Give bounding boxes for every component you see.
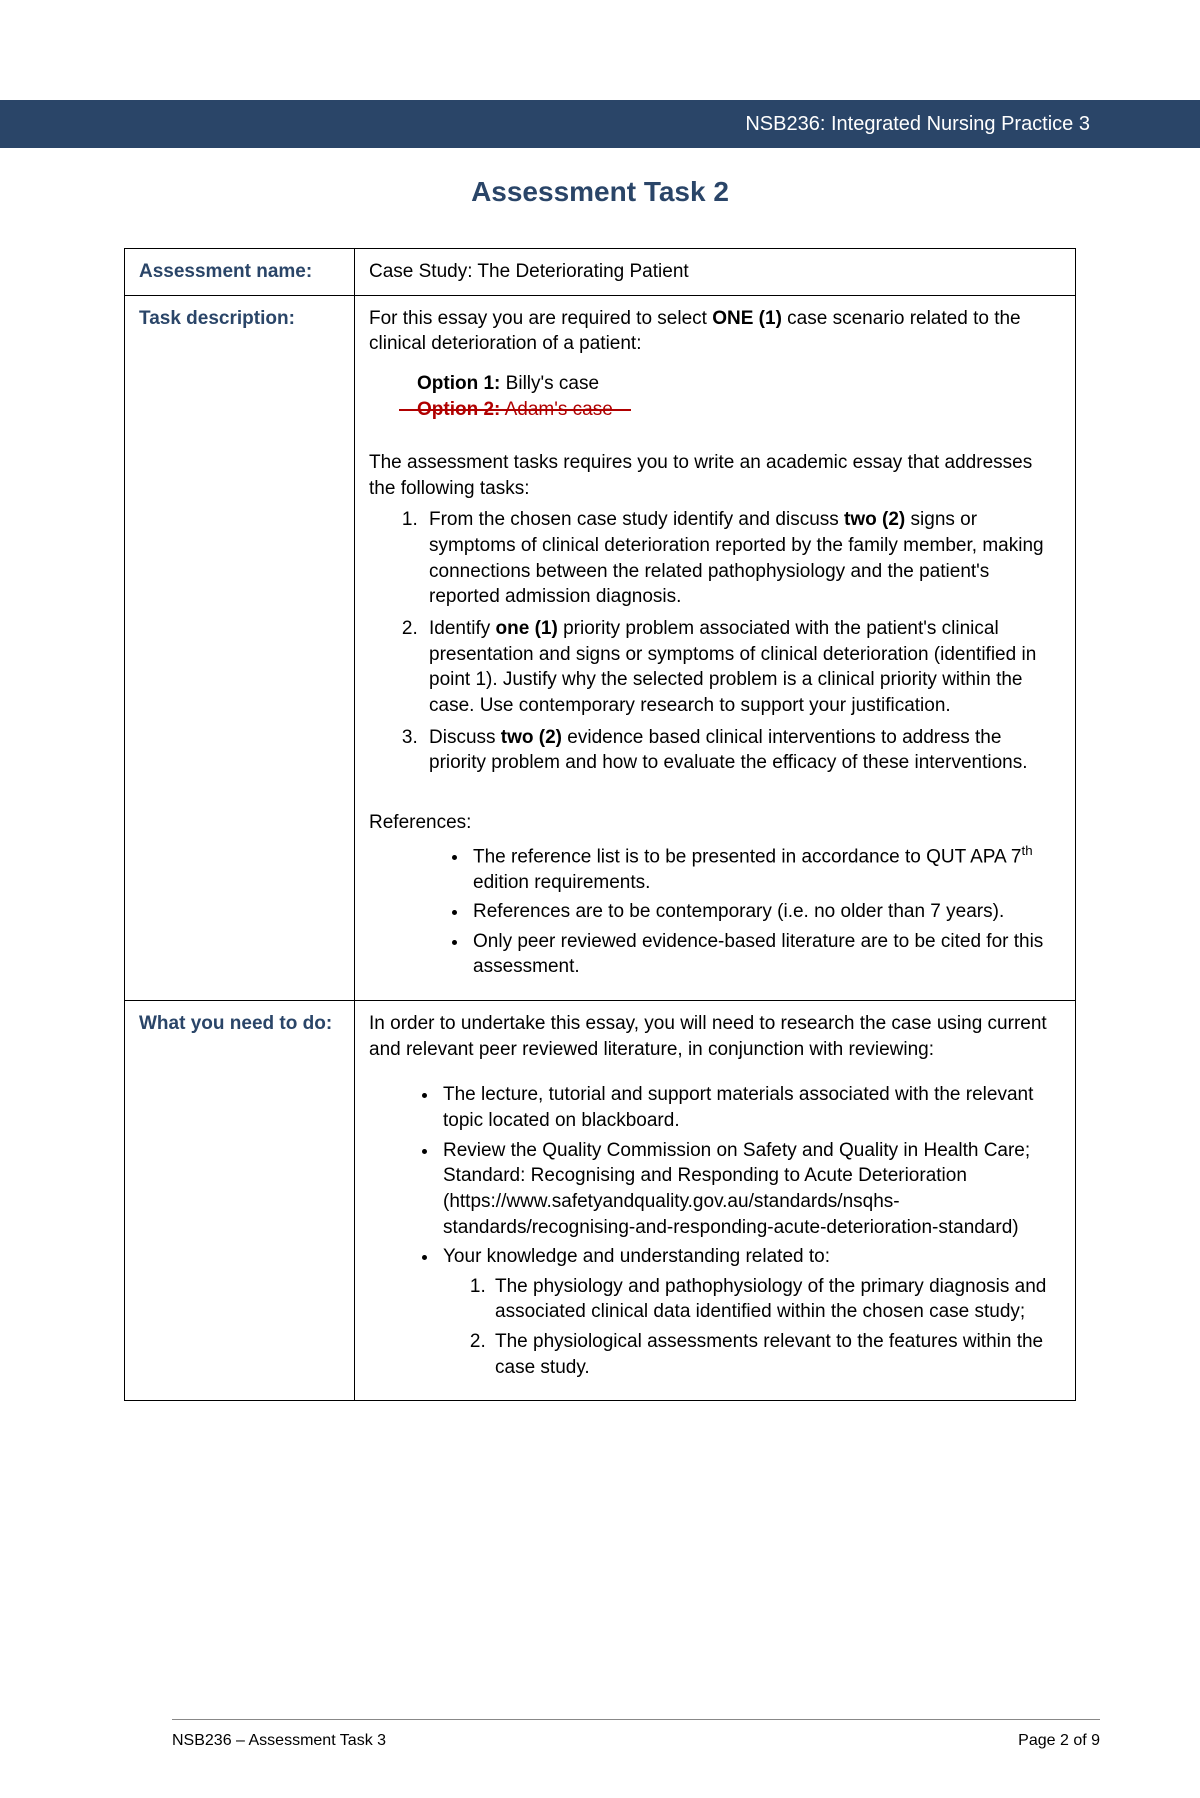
references-heading: References: (369, 810, 1061, 836)
r1b: edition requirements. (473, 872, 650, 893)
wtd-intro: In order to undertake this essay, you wi… (369, 1011, 1061, 1062)
task-item-2: Identify one (1) priority problem associ… (423, 616, 1061, 719)
label-what-to-do: What you need to do: (125, 1001, 355, 1401)
task-list: From the chosen case study identify and … (423, 507, 1061, 775)
value-task-description: For this essay you are required to selec… (355, 295, 1076, 1000)
references-list: The reference list is to be presented in… (469, 842, 1061, 981)
option2-label: Option 2: (417, 399, 500, 420)
t3b: two (2) (501, 727, 562, 748)
ref-item-2: References are to be contemporary (i.e. … (469, 899, 1061, 925)
page-title: Assessment Task 2 (0, 176, 1200, 208)
r1a: The reference list is to be presented in… (473, 846, 1022, 867)
row-assessment-name: Assessment name: Case Study: The Deterio… (125, 249, 1076, 296)
option1-text: Billy's case (500, 373, 599, 394)
footer-left: NSB236 – Assessment Task 3 (172, 1732, 386, 1750)
option2-strike: Option 2: Adam's case (417, 397, 613, 423)
t1a: From the chosen case study identify and … (429, 509, 844, 530)
assessment-table: Assessment name: Case Study: The Deterio… (124, 248, 1076, 1401)
option1-label: Option 1: (417, 373, 500, 394)
footer-right: Page 2 of 9 (1018, 1732, 1100, 1750)
course-header-text: NSB236: Integrated Nursing Practice 3 (745, 113, 1090, 136)
wtd-bullet-1: The lecture, tutorial and support materi… (439, 1082, 1061, 1133)
value-assessment-name: Case Study: The Deteriorating Patient (355, 249, 1076, 296)
page: NSB236: Integrated Nursing Practice 3 As… (0, 100, 1200, 1798)
option-1: Option 1: Billy's case (417, 371, 1061, 397)
wtd-sub-2: The physiological assessments relevant t… (491, 1329, 1061, 1380)
task-intro-a: For this essay you are required to selec… (369, 308, 712, 329)
row-task-description: Task description: For this essay you are… (125, 295, 1076, 1000)
task-item-1: From the chosen case study identify and … (423, 507, 1061, 610)
course-header-band: NSB236: Integrated Nursing Practice 3 (0, 100, 1200, 148)
option-2: Option 2: Adam's case (417, 397, 1061, 423)
ref-item-1: The reference list is to be presented in… (469, 842, 1061, 896)
wtd-sublist: The physiology and pathophysiology of th… (491, 1274, 1061, 1381)
footer-rule (172, 1719, 1100, 1720)
row-what-to-do: What you need to do: In order to underta… (125, 1001, 1076, 1401)
t2a: Identify (429, 618, 496, 639)
page-footer: NSB236 – Assessment Task 3 Page 2 of 9 (172, 1732, 1100, 1750)
label-task-description: Task description: (125, 295, 355, 1000)
label-assessment-name: Assessment name: (125, 249, 355, 296)
task-item-3: Discuss two (2) evidence based clinical … (423, 725, 1061, 776)
wtd-bullet-2: Review the Quality Commission on Safety … (439, 1138, 1061, 1241)
option2-text: Adam's case (500, 399, 612, 420)
wtd-b3-text: Your knowledge and understanding related… (443, 1246, 830, 1267)
wtd-bullets: The lecture, tutorial and support materi… (439, 1082, 1061, 1380)
t1b: two (2) (844, 509, 905, 530)
wtd-sub-1: The physiology and pathophysiology of th… (491, 1274, 1061, 1325)
r1sup: th (1022, 843, 1033, 858)
value-what-to-do: In order to undertake this essay, you wi… (355, 1001, 1076, 1401)
wtd-bullet-3: Your knowledge and understanding related… (439, 1244, 1061, 1380)
ref-item-3: Only peer reviewed evidence-based litera… (469, 929, 1061, 980)
task-mid: The assessment tasks requires you to wri… (369, 450, 1061, 501)
task-intro-bold: ONE (1) (712, 308, 782, 329)
task-intro: For this essay you are required to selec… (369, 306, 1061, 357)
t2b: one (1) (496, 618, 558, 639)
t3a: Discuss (429, 727, 501, 748)
